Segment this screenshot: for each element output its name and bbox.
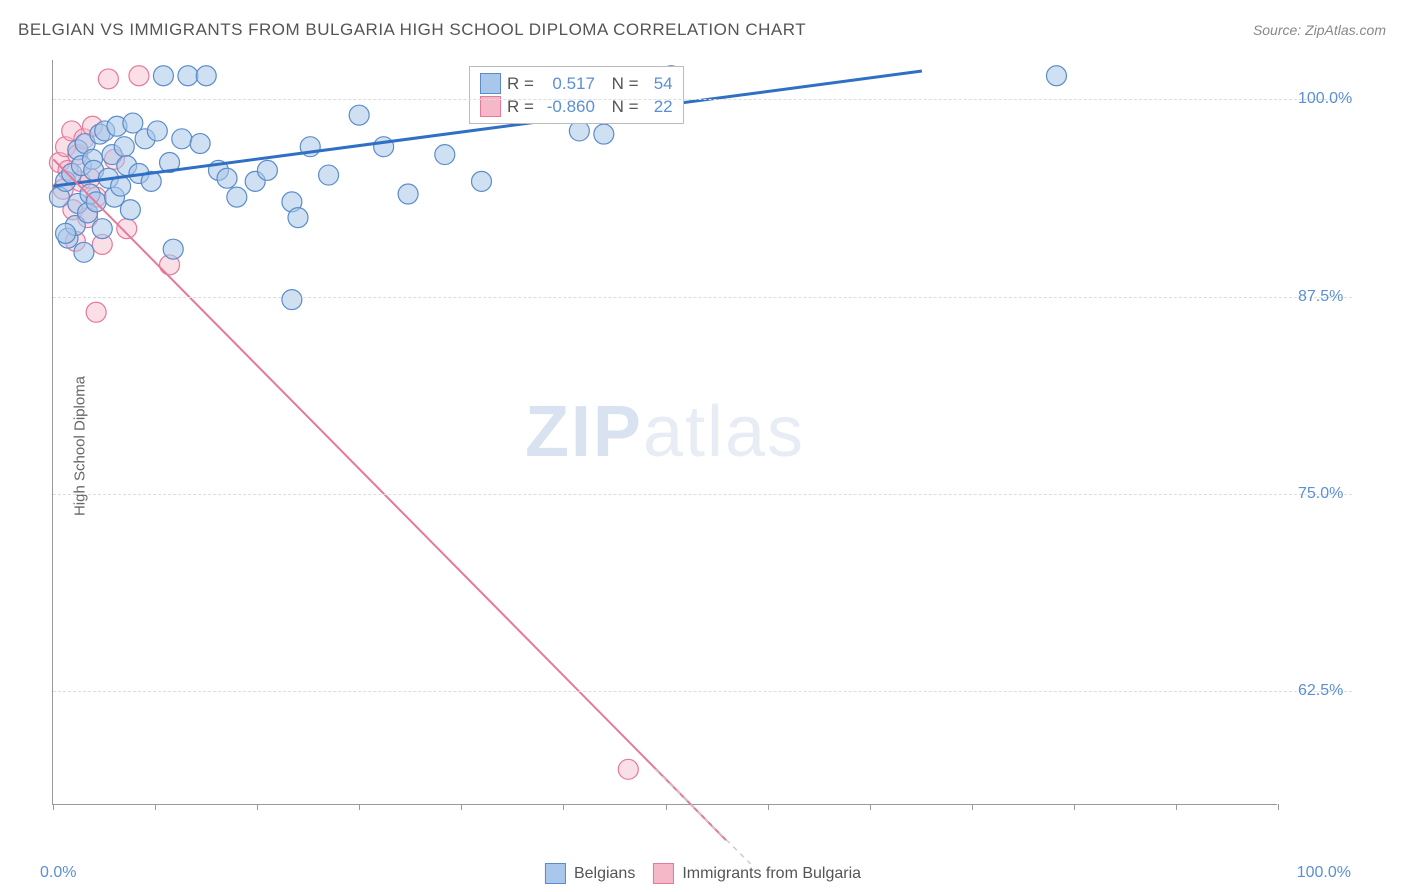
gridline bbox=[53, 691, 1352, 692]
x-tick bbox=[359, 804, 360, 810]
chart-header: BELGIAN VS IMMIGRANTS FROM BULGARIA HIGH… bbox=[18, 20, 1386, 40]
x-tick bbox=[870, 804, 871, 810]
legend-label-belgians: Belgians bbox=[574, 865, 635, 883]
r-label: R = bbox=[507, 74, 534, 94]
x-tick bbox=[1074, 804, 1075, 810]
legend-item-bulgaria: Immigrants from Bulgaria bbox=[653, 863, 861, 884]
x-tick bbox=[768, 804, 769, 810]
x-tick bbox=[53, 804, 54, 810]
x-tick bbox=[972, 804, 973, 810]
x-tick bbox=[1176, 804, 1177, 810]
x-tick bbox=[1278, 804, 1279, 810]
chart-plot-area: ZIPatlas R = 0.517 N = 54 R = -0.860 N =… bbox=[52, 60, 1277, 805]
chart-title: BELGIAN VS IMMIGRANTS FROM BULGARIA HIGH… bbox=[18, 20, 806, 40]
x-tick bbox=[155, 804, 156, 810]
swatch-belgians bbox=[480, 73, 501, 94]
chart-source: Source: ZipAtlas.com bbox=[1253, 22, 1386, 38]
correlation-stats-box: R = 0.517 N = 54 R = -0.860 N = 22 bbox=[469, 66, 684, 124]
r-value-belgians: 0.517 bbox=[540, 74, 595, 94]
x-tick bbox=[666, 804, 667, 810]
legend-item-belgians: Belgians bbox=[545, 863, 635, 884]
x-tick bbox=[257, 804, 258, 810]
stats-row-belgians: R = 0.517 N = 54 bbox=[480, 73, 673, 94]
legend: Belgians Immigrants from Bulgaria bbox=[545, 863, 861, 884]
gridline bbox=[53, 494, 1352, 495]
legend-label-bulgaria: Immigrants from Bulgaria bbox=[682, 865, 861, 883]
x-tick bbox=[461, 804, 462, 810]
n-value-belgians: 54 bbox=[645, 74, 673, 94]
n-label: N = bbox=[612, 74, 639, 94]
legend-swatch-bulgaria bbox=[653, 863, 674, 884]
x-tick bbox=[563, 804, 564, 810]
x-axis-min-label: 0.0% bbox=[40, 864, 76, 882]
chart-svg bbox=[53, 60, 1277, 804]
gridline bbox=[53, 297, 1352, 298]
x-axis-max-label: 100.0% bbox=[1297, 864, 1351, 882]
legend-swatch-belgians bbox=[545, 863, 566, 884]
gridline bbox=[53, 99, 1352, 100]
